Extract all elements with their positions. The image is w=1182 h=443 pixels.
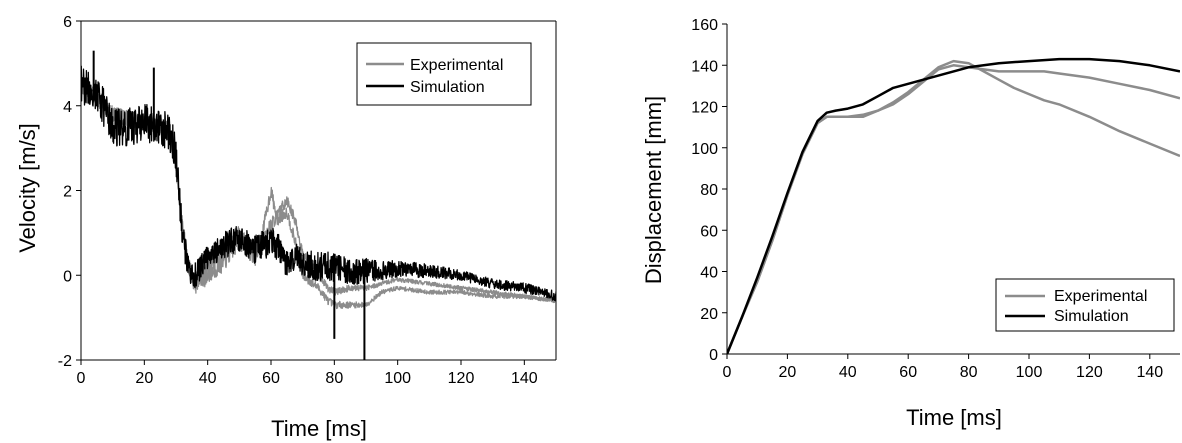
displacement-chart: 0 20 40 60 80 100 120 140020406080100120140160 … xyxy=(641,17,1180,430)
velocity-x-tick-label-0: 0 xyxy=(77,370,86,387)
displacement-y-tick-label-80: 80 xyxy=(700,182,718,199)
displacement-x-tick-label-20: 20 xyxy=(779,364,797,381)
velocity-x-axis-title: Time [ms] xyxy=(271,416,367,441)
displacement-legend-label-simulation: Simulation xyxy=(1054,308,1129,325)
velocity-x-tick-label-80: 80 xyxy=(325,370,343,387)
velocity-y-tick-label-6: 6 xyxy=(63,14,72,31)
velocity-line-simulation-1 xyxy=(81,65,556,302)
displacement-legend-box xyxy=(995,278,1175,332)
velocity-y-tick-label--2: -2 xyxy=(58,353,72,370)
displacement-x-tick-label-140: 140 xyxy=(1136,364,1163,381)
velocity-series-layer xyxy=(81,50,556,360)
displacement-y-tick-label-100: 100 xyxy=(691,141,718,158)
velocity-x-tick-label-100: 100 xyxy=(384,370,411,387)
velocity-y-axis-title: Velocity [m/s] xyxy=(15,123,40,253)
velocity-y-tick-label-2: 2 xyxy=(63,184,72,201)
velocity-x-tick-label-140: 140 xyxy=(511,370,538,387)
velocity-plot-area: 0 20 40 60 80 100 120 140 -2 0 2 4 6 xyxy=(58,14,557,387)
displacement-x-tick-label-80: 80 xyxy=(960,364,978,381)
displacement-x-axis-title: Time [ms] xyxy=(906,405,1002,430)
displacement-legend: Experimental Simulation xyxy=(995,278,1175,332)
velocity-x-tick-label-20: 20 xyxy=(135,370,153,387)
velocity-y-tick-label-0: 0 xyxy=(63,268,72,285)
displacement-y-tick-label-40: 40 xyxy=(700,265,718,282)
displacement-series-layer xyxy=(727,57,1180,354)
velocity-legend-label-experimental: Experimental xyxy=(410,57,503,74)
displacement-y-tick-label-160: 160 xyxy=(691,17,718,34)
velocity-y-tick-label-4: 4 xyxy=(63,99,72,116)
displacement-y-tick-label-120: 120 xyxy=(691,100,718,117)
velocity-chart: 0 20 40 60 80 100 120 140 -2 0 2 4 6 Time [ms] Veloc… xyxy=(15,14,557,441)
displacement-y-tick-label-20: 20 xyxy=(700,306,718,323)
displacement-x-tick-label-100: 100 xyxy=(1016,364,1043,381)
displacement-x-tick-label-0: 0 xyxy=(723,364,732,381)
velocity-x-tick-label-120: 120 xyxy=(448,370,475,387)
velocity-x-tick-label-40: 40 xyxy=(199,370,217,387)
velocity-legend-label-simulation: Simulation xyxy=(410,79,485,96)
displacement-y-tick-label-140: 140 xyxy=(691,58,718,75)
velocity-legend-box xyxy=(356,42,532,106)
velocity-legend: Experimental Simulation xyxy=(356,42,532,106)
displacement-line-simulation-1 xyxy=(727,57,1180,354)
velocity-x-tick-label-60: 60 xyxy=(262,370,280,387)
displacement-y-tick-label-60: 60 xyxy=(700,223,718,240)
displacement-y-axis-title: Displacement [mm] xyxy=(641,96,666,284)
displacement-plot-area: 0 20 40 60 80 100 120 140 0 20 40 60 80 100 120 140 160 xyxy=(691,17,1180,381)
displacement-x-tick-label-120: 120 xyxy=(1076,364,1103,381)
displacement-x-tick-label-60: 60 xyxy=(899,364,917,381)
displacement-y-tick-label-0: 0 xyxy=(709,347,718,364)
displacement-x-tick-label-40: 40 xyxy=(839,364,857,381)
displacement-legend-label-experimental: Experimental xyxy=(1054,288,1147,305)
